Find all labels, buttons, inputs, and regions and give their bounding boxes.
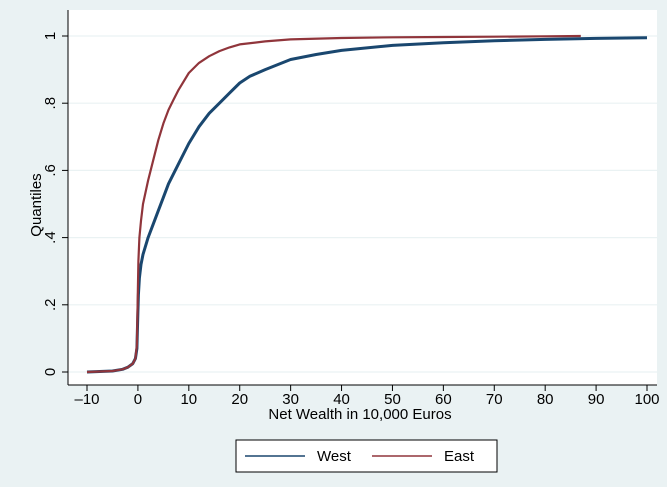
x-tick-label: 60 xyxy=(435,391,452,408)
x-tick-label: 70 xyxy=(486,391,503,408)
legend-label-west: West xyxy=(317,448,352,465)
x-tick-label: 100 xyxy=(634,391,659,408)
axes xyxy=(67,10,657,386)
y-tick-label: .6 xyxy=(42,164,59,177)
x-tick-label: 10 xyxy=(180,391,197,408)
series-line-east xyxy=(86,34,581,374)
y-ticks: 0 .2 .4 .6 .8 1 xyxy=(42,32,68,376)
x-tick-label: 30 xyxy=(282,391,299,408)
x-tick-label: 20 xyxy=(231,391,248,408)
x-ticks: –10 0 10 20 30 40 50 60 70 80 90 100 xyxy=(74,385,660,408)
series-lines xyxy=(86,34,648,374)
y-tick-label: 1 xyxy=(42,32,59,40)
y-axis-title: Quantiles xyxy=(28,173,45,236)
y-tick-label: 0 xyxy=(42,368,59,376)
x-tick-label: 90 xyxy=(588,391,605,408)
x-tick-label: 50 xyxy=(384,391,401,408)
grid-lines xyxy=(68,35,657,373)
y-tick-label: .8 xyxy=(42,97,59,110)
x-tick-label: 80 xyxy=(537,391,554,408)
x-tick-label: –10 xyxy=(74,391,99,408)
y-tick-label: .4 xyxy=(42,231,59,244)
x-axis-title: Net Wealth in 10,000 Euros xyxy=(268,406,451,423)
x-tick-label: 40 xyxy=(333,391,350,408)
legend: West East xyxy=(235,439,498,473)
legend-label-east: East xyxy=(444,448,475,465)
plot-area xyxy=(68,10,657,385)
y-tick-label: .2 xyxy=(42,299,59,312)
x-tick-label: 0 xyxy=(134,391,142,408)
